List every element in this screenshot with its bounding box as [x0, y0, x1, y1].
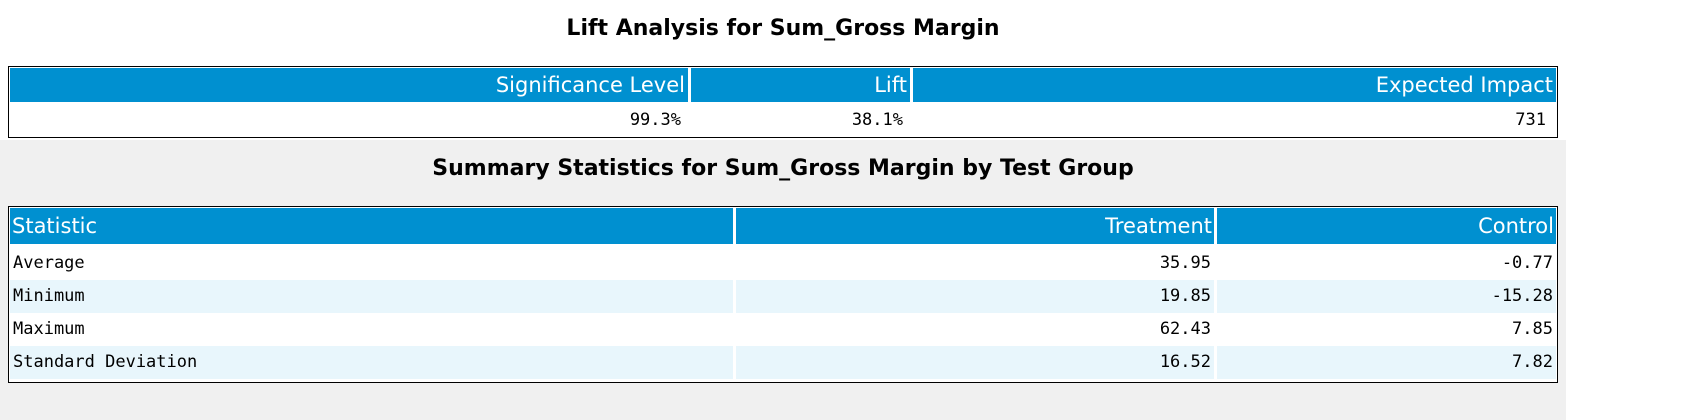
- row-treatment: 62.43: [736, 313, 1217, 346]
- lift-analysis-table: Significance Level Lift Expected Impact …: [8, 66, 1558, 138]
- lift-table-header: Significance Level Lift Expected Impact: [10, 68, 1556, 102]
- summary-statistics-table: Statistic Treatment Control Average 35.9…: [8, 206, 1558, 383]
- row-statistic: Average: [10, 247, 736, 280]
- stats-table-header: Statistic Treatment Control: [10, 208, 1556, 244]
- table-row: Minimum 19.85 -15.28: [10, 280, 1556, 313]
- row-statistic: Standard Deviation: [10, 346, 736, 379]
- value-lift: 38.1%: [851, 110, 903, 130]
- row-statistic: Maximum: [10, 313, 736, 346]
- row-treatment: 16.52: [736, 346, 1217, 379]
- row-control: -15.28: [1491, 286, 1553, 306]
- row-control: 7.85: [1512, 319, 1553, 339]
- lift-analysis-title: Lift Analysis for Sum_Gross Margin: [0, 0, 1566, 58]
- row-control: -0.77: [1501, 253, 1553, 273]
- stats-table-body: Average 35.95 -0.77 Minimum 19.85 -15.28…: [10, 247, 1556, 379]
- row-treatment: 19.85: [736, 280, 1217, 313]
- report: Lift Analysis for Sum_Gross Margin Signi…: [0, 0, 1566, 420]
- summary-section: Summary Statistics for Sum_Gross Margin …: [0, 140, 1566, 420]
- header-treatment: Treatment: [736, 208, 1217, 244]
- header-significance-level: Significance Level: [10, 68, 691, 102]
- row-treatment: 35.95: [736, 247, 1217, 280]
- header-expected-impact: Expected Impact: [913, 68, 1556, 102]
- header-control: Control: [1217, 208, 1556, 244]
- table-row: Standard Deviation 16.52 7.82: [10, 346, 1556, 379]
- row-statistic: Minimum: [10, 280, 736, 313]
- table-row: Average 35.95 -0.77: [10, 247, 1556, 280]
- value-significance-level: 99.3%: [629, 110, 681, 130]
- row-control: 7.82: [1512, 352, 1553, 372]
- lift-table-row: 99.3% 38.1% 731: [10, 105, 1556, 135]
- header-statistic: Statistic: [10, 208, 736, 244]
- summary-title: Summary Statistics for Sum_Gross Margin …: [432, 156, 1134, 181]
- table-row: Maximum 62.43 7.85: [10, 313, 1556, 346]
- value-expected-impact: 731: [1515, 110, 1546, 130]
- header-lift: Lift: [691, 68, 913, 102]
